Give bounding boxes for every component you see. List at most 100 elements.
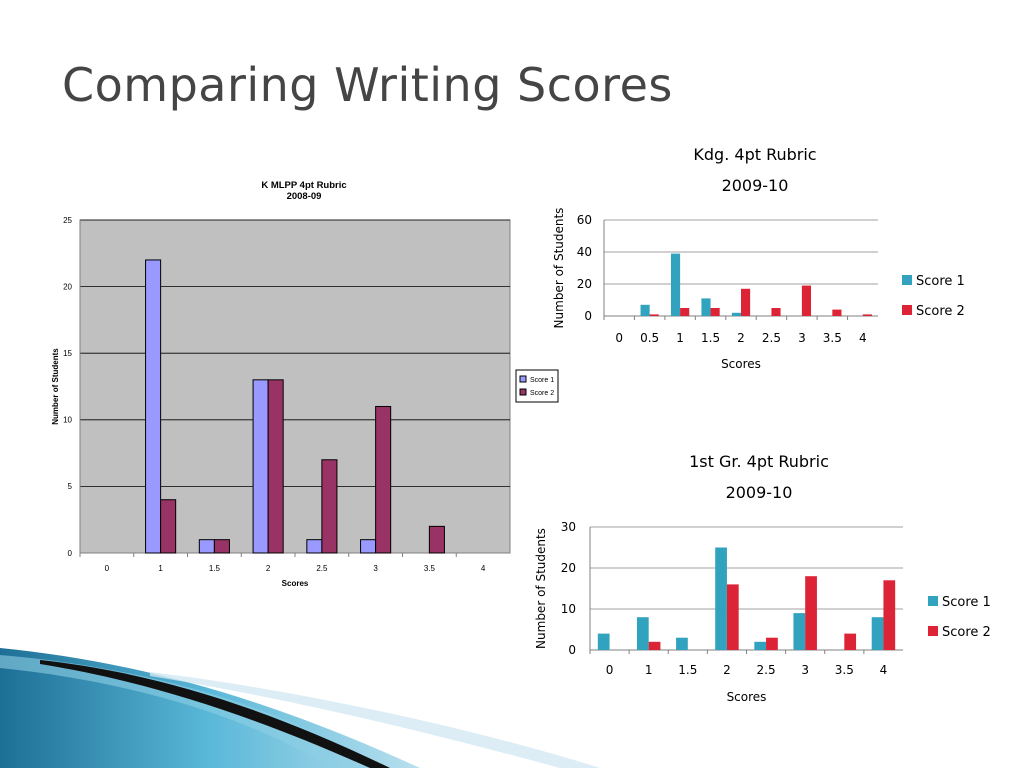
x-tick-label: 4 — [481, 564, 486, 573]
legend-label: Score 2 — [942, 625, 991, 640]
x-tick-label: 3 — [801, 663, 809, 677]
bar-score-2 — [726, 584, 739, 650]
legend-swatch — [519, 388, 527, 396]
x-axis-title: Scores — [721, 357, 761, 371]
bar-score-2 — [883, 580, 896, 650]
bar-score-1 — [793, 613, 806, 650]
x-tick-label: 0 — [606, 663, 614, 677]
bar-score-1 — [145, 259, 162, 554]
y-tick-label: 5 — [68, 482, 73, 491]
bar-score-1 — [715, 547, 727, 650]
y-tick-label: 30 — [561, 520, 576, 534]
bar-score-2 — [213, 539, 230, 554]
y-axis-title: Number of Students — [552, 208, 566, 329]
x-tick-label: 3 — [798, 331, 806, 345]
x-tick-label: 2.5 — [316, 564, 328, 573]
bar-score-1 — [871, 617, 884, 650]
y-axis-title: Number of Students — [534, 528, 548, 649]
x-tick-label: 1.5 — [701, 331, 720, 345]
y-tick-label: 0 — [568, 643, 576, 657]
bar-score-2 — [649, 314, 659, 316]
legend-label: Score 1 — [530, 377, 554, 384]
bar-score-1 — [636, 617, 649, 650]
bar-score-2 — [805, 576, 817, 650]
chart-title: 1st Gr. 4pt Rubric — [689, 452, 829, 471]
legend-swatch — [902, 305, 912, 315]
bar-score-1 — [731, 312, 741, 316]
bar-score-2 — [321, 459, 338, 554]
x-tick-label: 1.5 — [209, 564, 221, 573]
legend-label: Score 2 — [530, 390, 554, 397]
chart-title: Kdg. 4pt Rubric — [693, 145, 816, 164]
x-tick-label: 3.5 — [823, 331, 842, 345]
bar-score-2 — [741, 288, 751, 316]
legend-box — [515, 369, 559, 403]
x-tick-label: 1 — [645, 663, 653, 677]
bar-score-1 — [701, 298, 711, 316]
legend-swatch — [902, 275, 912, 285]
x-tick-label: 0 — [105, 564, 110, 573]
legend-label: Score 2 — [916, 304, 965, 319]
bar-score-2 — [862, 314, 872, 316]
y-tick-label: 10 — [561, 602, 576, 616]
chart-subtitle: 2009-10 — [722, 176, 789, 195]
x-tick-label: 1 — [676, 331, 684, 345]
bar-score-2 — [766, 637, 778, 650]
x-tick-label: 1 — [158, 564, 163, 573]
y-tick-label: 20 — [561, 561, 576, 575]
y-tick-label: 20 — [577, 277, 592, 291]
chart-subtitle: 2009-10 — [726, 483, 793, 502]
chart-subtitle: 2008-09 — [287, 191, 322, 202]
x-tick-label: 2.5 — [762, 331, 781, 345]
bar-score-2 — [710, 308, 720, 316]
y-tick-label: 10 — [63, 416, 72, 425]
y-tick-label: 40 — [577, 245, 592, 259]
bar-score-2 — [160, 499, 177, 554]
legend-swatch — [928, 596, 938, 606]
y-tick-label: 0 — [584, 309, 592, 323]
bar-score-1 — [670, 253, 681, 316]
x-tick-label: 1.5 — [678, 663, 697, 677]
y-tick-label: 20 — [63, 282, 72, 291]
x-tick-label: 2 — [723, 663, 731, 677]
bar-score-2 — [801, 285, 812, 316]
x-axis-title: Scores — [727, 690, 767, 704]
x-tick-label: 4 — [880, 663, 888, 677]
y-tick-label: 0 — [68, 549, 73, 558]
bar-score-2 — [832, 309, 842, 316]
x-tick-label: 0.5 — [640, 331, 659, 345]
legend-swatch — [928, 626, 938, 636]
bar-score-2 — [680, 308, 690, 316]
x-tick-label: 2 — [266, 564, 271, 573]
bar-score-1 — [640, 304, 650, 316]
y-axis-title: Number of Students — [51, 348, 60, 425]
y-tick-label: 15 — [63, 349, 72, 358]
x-tick-label: 3 — [373, 564, 378, 573]
x-tick-label: 3.5 — [424, 564, 436, 573]
y-tick-label: 25 — [63, 216, 72, 225]
bar-score-2 — [375, 405, 392, 554]
bar-score-2 — [267, 379, 284, 554]
x-tick-label: 2 — [737, 331, 745, 345]
x-axis-title: Scores — [282, 579, 309, 588]
bar-score-2 — [648, 641, 661, 650]
bar-score-2 — [428, 525, 445, 554]
bar-score-1 — [597, 633, 610, 650]
y-tick-label: 60 — [577, 213, 592, 227]
x-tick-label: 0 — [615, 331, 623, 345]
legend-label: Score 1 — [942, 595, 991, 610]
legend-swatch — [519, 375, 527, 383]
bar-score-1 — [676, 637, 688, 650]
x-tick-label: 2.5 — [757, 663, 776, 677]
x-tick-label: 4 — [859, 331, 867, 345]
bar-score-1 — [754, 641, 767, 650]
chart-title: K MLPP 4pt Rubric — [261, 180, 346, 191]
bar-score-2 — [771, 308, 781, 316]
x-tick-label: 3.5 — [835, 663, 854, 677]
legend-label: Score 1 — [916, 274, 965, 289]
slide-title: Comparing Writing Scores — [62, 58, 673, 112]
